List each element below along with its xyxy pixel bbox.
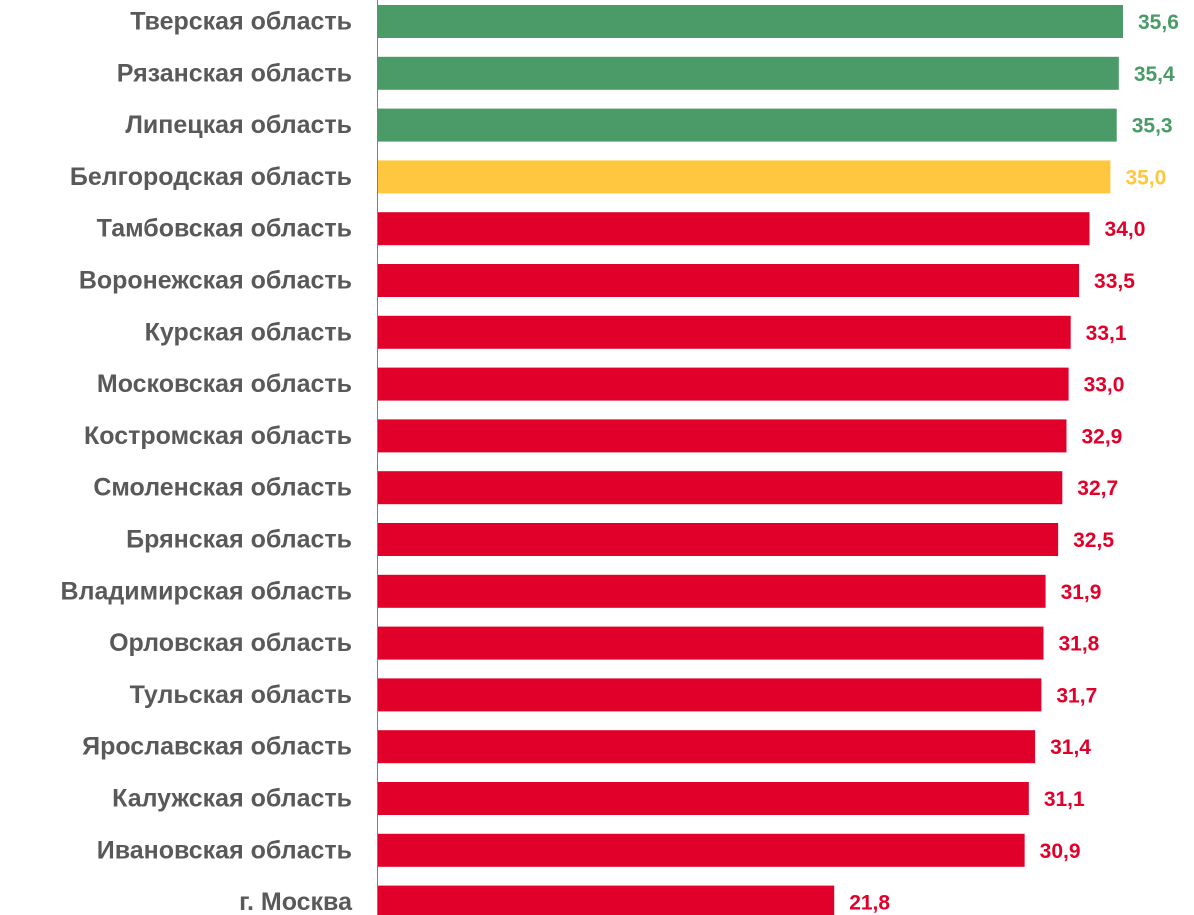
value-label: 35,0: [1125, 166, 1166, 189]
bar: [378, 574, 1046, 608]
category-label: Ивановская область: [97, 836, 352, 864]
bar: [378, 523, 1059, 556]
category-label: Курская область: [145, 318, 352, 346]
category-label: Рязанская область: [117, 59, 352, 87]
value-label: 33,1: [1086, 322, 1127, 345]
category-label: г. Москва: [239, 888, 353, 915]
category-label: Калужская область: [112, 785, 352, 813]
value-label: 35,3: [1132, 115, 1173, 138]
value-label: 33,0: [1084, 374, 1125, 397]
category-label: Брянская область: [126, 526, 352, 554]
category-label: Тверская область: [130, 8, 352, 36]
value-label: 32,5: [1073, 529, 1114, 552]
category-label: Смоленская область: [93, 474, 352, 502]
category-label: Воронежская область: [79, 267, 352, 295]
category-label: Тульская область: [130, 681, 352, 709]
bar: [378, 108, 1117, 142]
value-label: 31,7: [1056, 684, 1097, 707]
category-label: Московская область: [97, 370, 352, 398]
bar: [378, 56, 1119, 90]
value-label: 32,7: [1077, 477, 1118, 500]
category-label: Владимирская область: [61, 577, 352, 605]
value-label: 30,9: [1040, 840, 1081, 863]
category-labels-layer: Тверская область Рязанская область Липецка…: [61, 8, 354, 915]
bar: [378, 678, 1042, 712]
category-label: Орловская область: [109, 629, 352, 657]
category-label: Липецкая область: [125, 111, 352, 139]
bar: [378, 212, 1090, 246]
bar: [378, 264, 1080, 297]
bar: [378, 833, 1025, 867]
value-label: 31,1: [1044, 788, 1085, 811]
category-label: Ярославская область: [82, 733, 352, 761]
value-label: 34,0: [1105, 218, 1146, 241]
bar: [378, 315, 1071, 349]
category-label: Костромская область: [84, 422, 352, 450]
value-label: 31,4: [1050, 736, 1091, 759]
value-label: 31,9: [1061, 581, 1102, 604]
bar: [378, 626, 1044, 660]
value-label: 35,6: [1138, 11, 1179, 34]
bar: [378, 471, 1063, 505]
value-label: 31,8: [1058, 633, 1099, 656]
value-label: 33,5: [1094, 270, 1135, 293]
value-label: 21,8: [849, 892, 890, 915]
bar: [378, 367, 1069, 401]
value-labels-layer: 35,6 35,4 35,3 35,0 34,0 33,5 33,1 33,0 32,9 32,7…: [849, 11, 1179, 915]
bar: [378, 419, 1067, 453]
value-label: 32,9: [1081, 425, 1122, 448]
bar: [378, 885, 835, 915]
bar: [378, 5, 1123, 38]
bars-layer: [378, 5, 1123, 915]
bar: [378, 730, 1036, 764]
category-label: Тамбовская область: [97, 215, 352, 243]
bar: [378, 160, 1111, 194]
bar: [378, 782, 1029, 815]
value-label: 35,4: [1134, 63, 1175, 86]
category-label: Белгородская область: [70, 163, 352, 191]
